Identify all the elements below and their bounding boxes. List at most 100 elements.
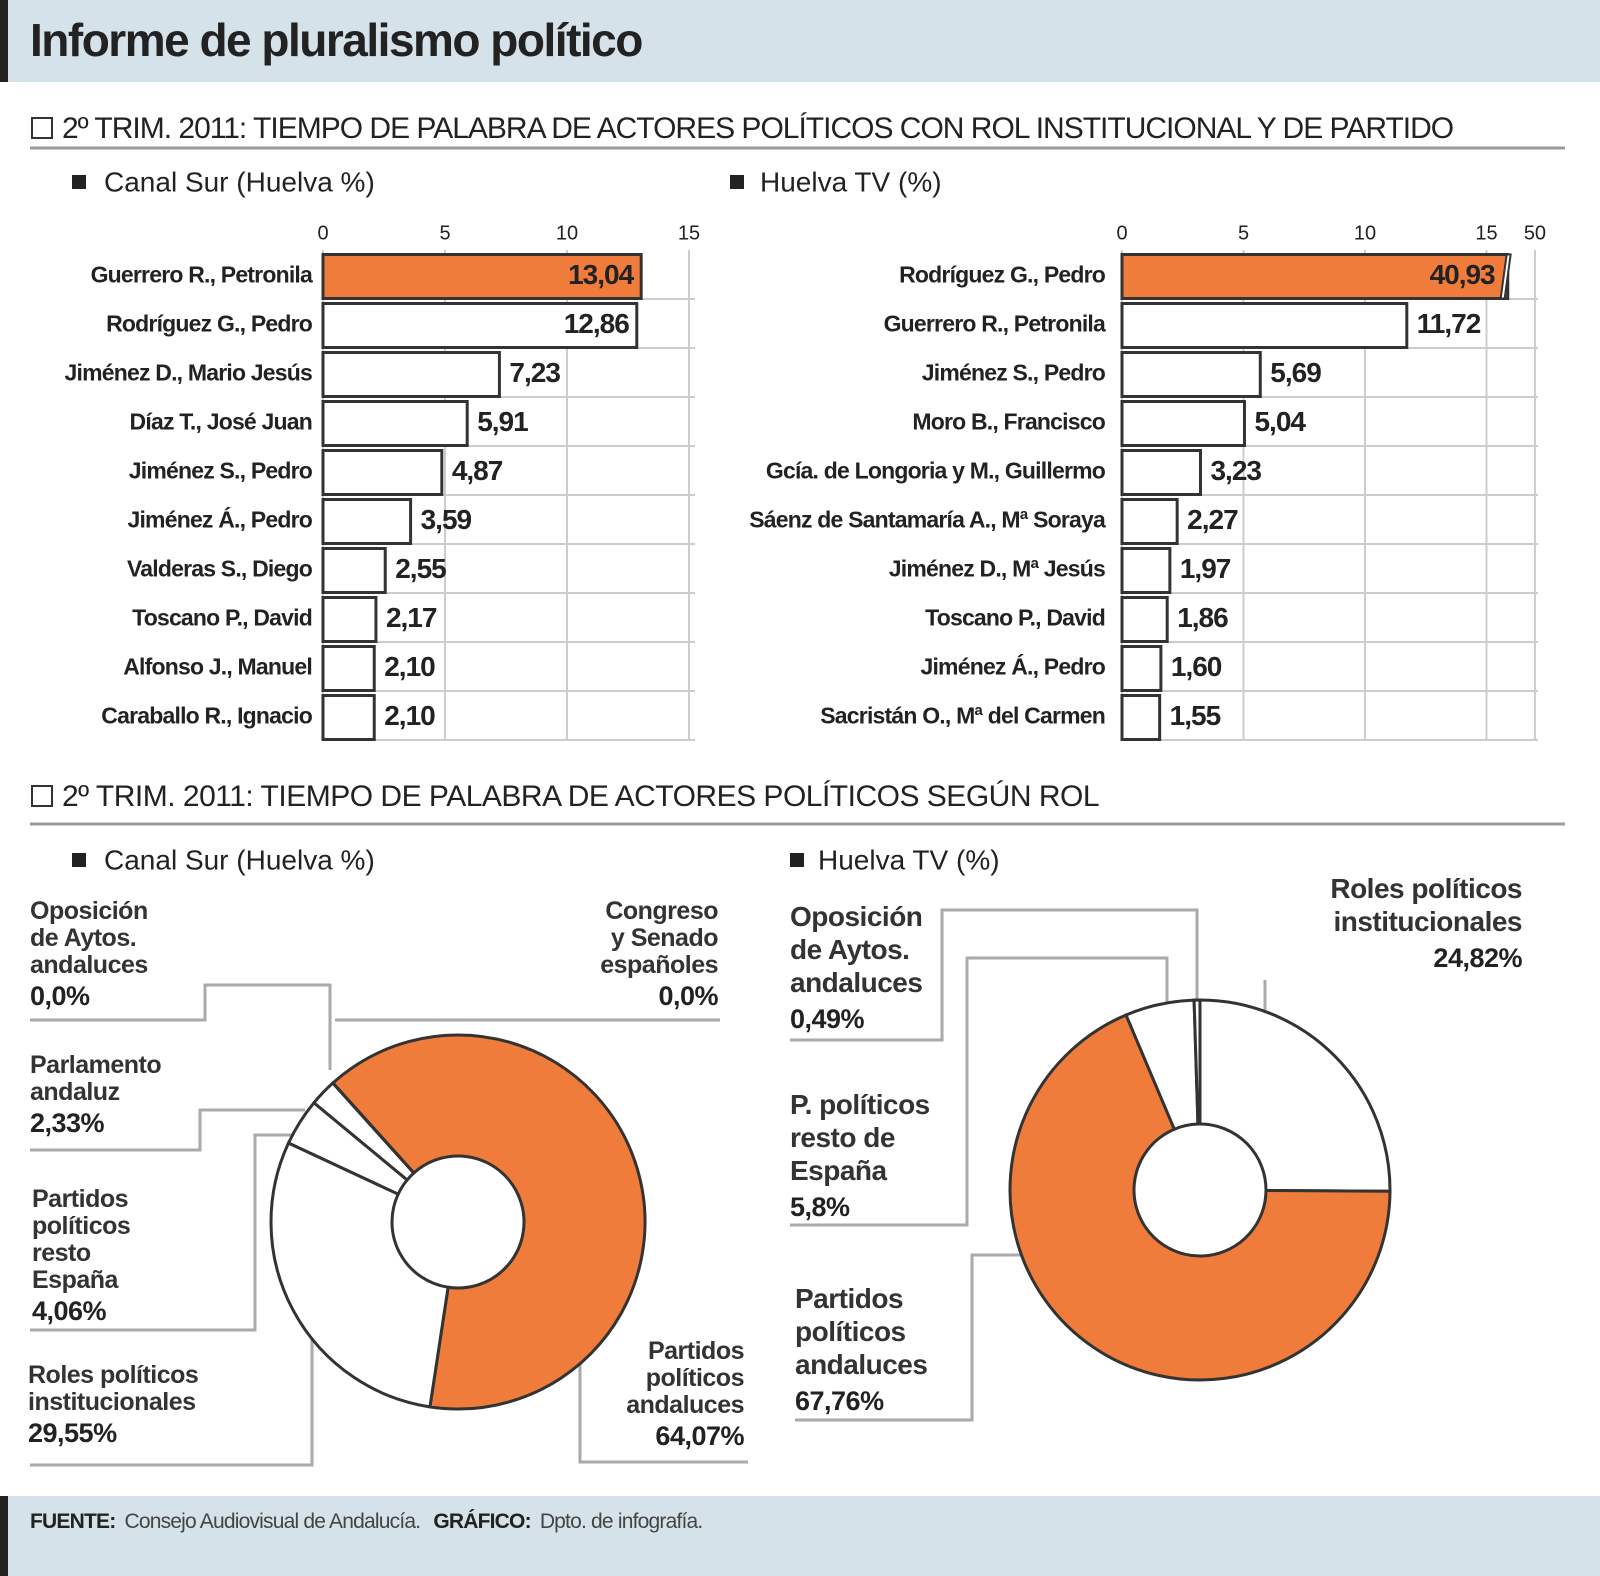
x-tick-label: 5 <box>439 222 450 244</box>
category-label: Caraballo R., Ignacio <box>101 703 312 729</box>
bar <box>321 547 387 594</box>
legend-square <box>72 853 86 867</box>
bar <box>321 645 376 692</box>
leader-line <box>30 1133 292 1332</box>
section-box <box>31 117 53 139</box>
category-label: Rodríguez G., Pedro <box>899 262 1106 288</box>
x-tick-label: 15 <box>678 222 700 244</box>
value-label: 3,59 <box>421 504 472 535</box>
leader-line <box>790 908 1199 1042</box>
chart-subtitle: Huelva TV (%) <box>760 166 942 197</box>
slice-label: P. políticos resto de España 5,8% <box>790 1088 960 1224</box>
legend-square <box>72 175 86 189</box>
bar <box>321 400 469 447</box>
slice-name: Partidos políticos resto España <box>32 1185 131 1294</box>
section-box <box>31 785 53 807</box>
footer-text: FUENTE: Consejo Audiovisual de Andalucía… <box>30 1510 702 1533</box>
value-label: 2,10 <box>384 700 435 731</box>
category-label: Toscano P., David <box>132 605 312 631</box>
x-tick-label: 5 <box>1238 222 1249 244</box>
value-label: 7,23 <box>509 357 560 388</box>
bar <box>1120 498 1179 545</box>
slice-name: P. políticos resto de España <box>790 1089 930 1186</box>
category-label: Jiménez Á., Pedro <box>127 506 312 533</box>
category-label: Sacristán O., Mª del Carmen <box>820 703 1105 729</box>
value-label: 2,17 <box>386 602 437 633</box>
bar <box>321 253 643 300</box>
slice-name: Oposición de Aytos. andaluces <box>30 897 148 979</box>
slice-value: 5,8% <box>790 1192 850 1222</box>
slice-name: Roles políticos institucionales <box>28 1361 199 1416</box>
value-label: 2,55 <box>395 553 446 584</box>
value-label: 5,91 <box>477 406 528 437</box>
chart-subtitle: Huelva TV (%) <box>818 844 1000 875</box>
slice-label: Oposición de Aytos. andaluces 0,0% <box>30 898 170 1010</box>
slice-name: Parlamento andaluz <box>30 1051 162 1106</box>
category-label: Jiménez D., Mª Jesús <box>889 556 1105 582</box>
value-label: 2,10 <box>384 651 435 682</box>
header-accent <box>0 0 8 82</box>
axis-break <box>1499 253 1512 300</box>
header-band <box>0 0 1600 82</box>
category-label: Toscano P., David <box>925 605 1105 631</box>
slice-label: Partidos políticos andaluces 67,76% <box>795 1282 955 1418</box>
slice-value: 29,55% <box>28 1418 117 1448</box>
leader-line <box>30 983 332 1070</box>
donut-slice <box>1008 1013 1392 1382</box>
value-label: 5,04 <box>1254 406 1306 437</box>
slice-value: 24,82% <box>1433 943 1522 973</box>
footer-band <box>0 1496 1600 1576</box>
slice-label: Roles políticos institucionales 24,82% <box>1290 872 1522 975</box>
bar <box>321 498 413 545</box>
x-tick-label: 50 <box>1524 222 1546 244</box>
section-title: 2º TRIM. 2011: TIEMPO DE PALABRA DE ACTO… <box>62 112 1453 145</box>
x-tick-label: 15 <box>1475 222 1497 244</box>
value-label: 5,69 <box>1270 357 1321 388</box>
slice-name: Roles políticos institucionales <box>1330 873 1522 937</box>
slice-name: Partidos políticos andaluces <box>626 1337 744 1419</box>
category-label: Sáenz de Santamaría A., Mª Soraya <box>749 507 1106 533</box>
bar <box>1120 547 1172 594</box>
category-label: Gcía. de Longoria y M., Guillermo <box>766 458 1106 484</box>
value-label: 11,72 <box>1417 308 1481 339</box>
bar <box>321 694 376 741</box>
bar <box>1120 253 1510 300</box>
x-tick-label: 0 <box>317 222 328 244</box>
category-label: Guerrero R., Petronila <box>884 311 1106 337</box>
page-title: Informe de pluralismo político <box>30 14 642 66</box>
chart-subtitle: Canal Sur (Huelva %) <box>104 166 375 197</box>
category-label: Moro B., Francisco <box>912 409 1105 435</box>
section-title: 2º TRIM. 2011: TIEMPO DE PALABRA DE ACTO… <box>62 780 1099 813</box>
value-label: 2,27 <box>1187 504 1238 535</box>
value-label: 13,04 <box>568 259 634 290</box>
slice-value: 0,0% <box>30 981 90 1011</box>
legend-square <box>730 175 744 189</box>
footer-label: GRÁFICO: <box>433 1510 530 1533</box>
slice-name: Oposición de Aytos. andaluces <box>790 901 923 998</box>
donut-slice <box>331 1082 415 1174</box>
x-tick-label: 10 <box>556 222 578 244</box>
value-label: 1,55 <box>1170 700 1221 731</box>
slice-value: 2,33% <box>30 1108 105 1138</box>
footer-label: FUENTE: <box>30 1510 115 1533</box>
bar <box>1120 694 1162 741</box>
donut-slice <box>330 1033 647 1411</box>
footer-source: Consejo Audiovisual de Andalucía. <box>124 1510 420 1533</box>
category-label: Díaz T., José Juan <box>130 409 312 435</box>
x-tick-label: 10 <box>1354 222 1376 244</box>
footer-accent <box>0 1496 8 1576</box>
slice-name: Partidos políticos andaluces <box>795 1283 928 1380</box>
slice-label: Oposición de Aytos. andaluces 0,49% <box>790 900 940 1036</box>
value-label: 4,87 <box>452 455 503 486</box>
leader-line <box>578 1320 748 1464</box>
slice-value: 0,0% <box>658 981 718 1011</box>
slice-label: Parlamento andaluz 2,33% <box>30 1052 200 1137</box>
slice-value: 4,06% <box>32 1296 107 1326</box>
value-label: 1,86 <box>1177 602 1228 633</box>
slice-value: 64,07% <box>655 1421 744 1451</box>
bar <box>1120 400 1246 447</box>
donut-slice <box>1192 998 1202 1126</box>
slice-label: Congreso y Senado españoles 0,0% <box>588 898 718 1010</box>
bar <box>321 302 639 349</box>
bar <box>321 596 378 643</box>
